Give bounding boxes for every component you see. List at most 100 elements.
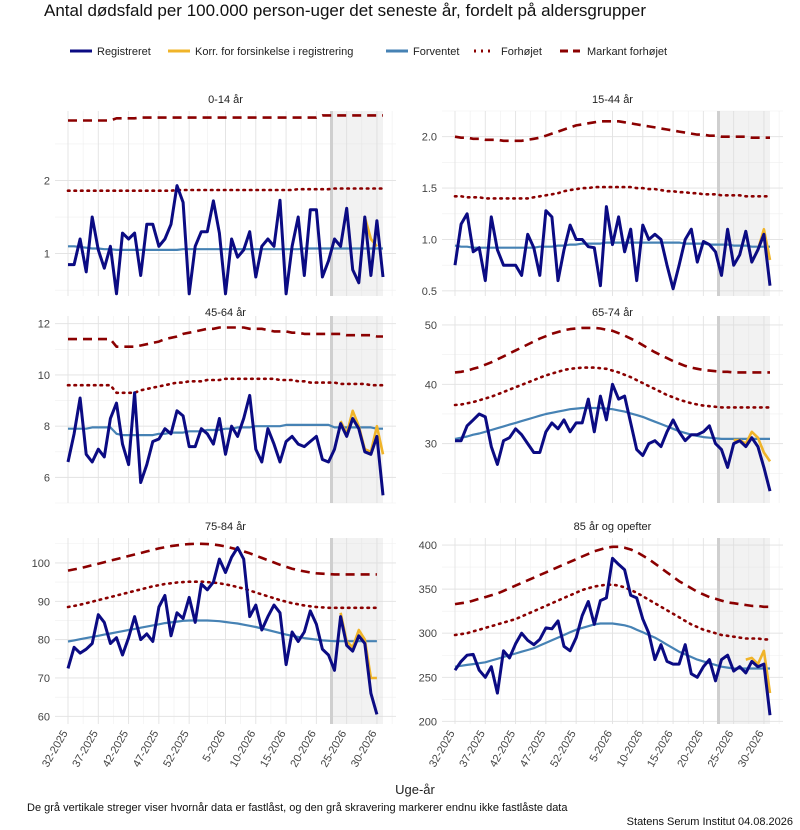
x-tick-label: 10-2026: [615, 729, 646, 770]
x-tick-label: 10-2026: [228, 729, 259, 770]
series-registered: [453, 556, 772, 716]
x-tick-label: 20-2026: [675, 729, 706, 770]
x-tick-label: 42-2025: [101, 729, 132, 770]
y-tick-label: 8: [44, 421, 50, 433]
x-tick-label: 20-2026: [288, 729, 319, 770]
panel-4: 75-84 år 60 70 80 90 100 32-2025 37-2025 42-2025…: [32, 521, 396, 769]
series-registered: [68, 184, 385, 296]
panel-2: 45-64 år 6 8 10 12: [38, 307, 396, 504]
y-tick-label: 250: [419, 672, 437, 684]
series-expected: [454, 406, 770, 440]
legend-item-corrected: Korr. for forsinkelse i registrering: [168, 46, 353, 58]
series-expected: [67, 619, 377, 643]
panel-title: 75-84 år: [205, 521, 246, 533]
y-tick-label: 50: [425, 320, 437, 332]
y-tick-label: 2: [44, 175, 50, 187]
legend-item-elevated: Forhøjet: [474, 46, 542, 58]
x-tick-label: 15-2026: [645, 729, 676, 770]
series-registered: [66, 391, 385, 496]
y-tick-label: 12: [38, 319, 50, 331]
y-tick-label: 400: [419, 540, 437, 552]
panel-title: 45-64 år: [205, 307, 246, 319]
y-tick-label: 30: [425, 439, 437, 451]
panel-title: 85 år og opefter: [574, 521, 652, 533]
x-tick-label: 47-2025: [131, 729, 162, 770]
y-tick-label: 1: [44, 249, 50, 261]
chart-title: Antal dødsfald per 100.000 person-uger d…: [44, 1, 646, 20]
not-locked-shading: [718, 111, 770, 296]
source-credit: Statens Serum Institut 04.08.2026: [627, 816, 793, 828]
legend-label-registered: Registreret: [97, 46, 151, 58]
footnote: De grå vertikale streger viser hvornår d…: [27, 802, 568, 814]
x-tick-label: 52-2025: [548, 729, 579, 770]
series-elevated: [66, 187, 385, 192]
series-elevated: [66, 580, 379, 610]
not-locked-shading: [331, 316, 383, 503]
y-tick-label: 200: [419, 716, 437, 728]
y-tick-label: 10: [38, 370, 50, 382]
y-tick-label: 1.0: [422, 234, 437, 246]
series-registered: [453, 205, 772, 291]
y-tick-label: 1.5: [422, 183, 437, 195]
panel-3: 65-74 år 30 40 50: [425, 307, 783, 503]
y-tick-label: 90: [38, 596, 50, 608]
legend-label-elevated: Forhøjet: [501, 46, 542, 58]
x-tick-label: 47-2025: [518, 729, 549, 770]
legend-label-expected: Forventet: [413, 46, 459, 58]
panel-title: 15-44 år: [592, 94, 633, 106]
series-corrected: [745, 649, 772, 694]
y-tick-label: 300: [419, 628, 437, 640]
x-tick-label: 5-2026: [201, 729, 229, 765]
x-axis-title: Uge-år: [395, 782, 435, 797]
y-tick-label: 70: [38, 673, 50, 685]
series-elevated: [66, 377, 385, 395]
series-elevated: [453, 583, 772, 641]
x-tick-label: 52-2025: [161, 729, 192, 770]
not-locked-shading: [331, 111, 383, 296]
legend-label-corrected: Korr. for forsinkelse i registrering: [195, 46, 353, 58]
panel-5: 85 år og opefter 200 250 300 350 400 32-2025 37…: [419, 521, 783, 769]
x-tick-label: 25-2026: [706, 729, 737, 770]
y-tick-label: 60: [38, 711, 50, 723]
not-locked-shading: [718, 316, 770, 503]
series-markedly_elevated: [454, 120, 770, 143]
legend-item-expected: Forventet: [386, 46, 459, 58]
x-tick-label: 32-2025: [40, 729, 71, 770]
x-tick-label: 32-2025: [427, 729, 458, 770]
y-tick-label: 2.0: [422, 132, 437, 144]
legend: Registreret Korr. for forsinkelse i regis…: [70, 46, 667, 58]
x-tick-label: 25-2026: [319, 729, 350, 770]
series-elevated: [453, 366, 772, 409]
legend-item-markedly_elevated: Markant forhøjet: [560, 46, 667, 58]
panel-0: 0-14 år 1 2: [44, 94, 396, 296]
x-tick-label: 37-2025: [70, 729, 101, 770]
y-tick-label: 40: [425, 379, 437, 391]
not-locked-shading: [718, 538, 770, 724]
x-tick-label: 42-2025: [488, 729, 519, 770]
x-tick-label: 30-2026: [736, 729, 767, 770]
x-tick-label: 5-2026: [588, 729, 616, 765]
x-tick-label: 30-2026: [349, 729, 380, 770]
series-registered: [455, 382, 772, 492]
y-tick-label: 100: [32, 558, 50, 570]
series-markedly_elevated: [67, 542, 377, 576]
series-elevated: [453, 185, 772, 200]
series-markedly_elevated: [68, 114, 383, 122]
panel-1: 15-44 år 0.5 1.0 1.5 2.0: [422, 94, 783, 298]
y-tick-label: 0.5: [422, 286, 437, 298]
x-tick-label: 37-2025: [457, 729, 488, 770]
series-registered: [66, 546, 379, 715]
y-tick-label: 80: [38, 635, 50, 647]
legend-label-markedly_elevated: Markant forhøjet: [587, 46, 667, 58]
x-tick-label: 15-2026: [258, 729, 289, 770]
series-markedly_elevated: [454, 326, 770, 374]
legend-item-registered: Registreret: [70, 46, 151, 58]
panel-title: 65-74 år: [592, 307, 633, 319]
y-tick-label: 350: [419, 584, 437, 596]
series-markedly_elevated: [454, 545, 770, 609]
y-tick-label: 6: [44, 472, 50, 484]
panel-title: 0-14 år: [208, 94, 243, 106]
